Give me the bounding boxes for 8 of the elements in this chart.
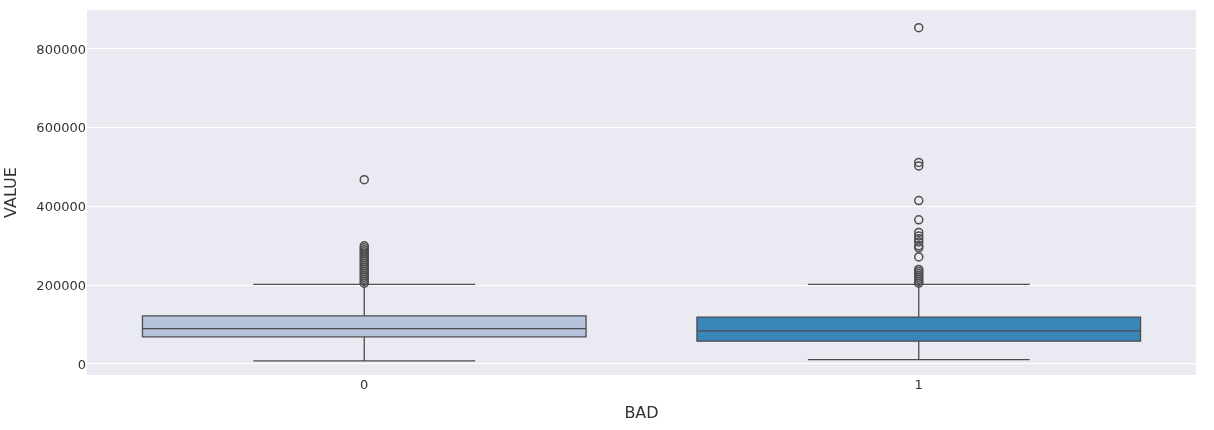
- x-tick-label: 1: [914, 377, 923, 392]
- y-tick-label: 600000: [36, 120, 86, 136]
- y-tick-label: 800000: [36, 41, 86, 57]
- y-axis-title: VALUE: [1, 167, 21, 218]
- y-tick-label: 0: [77, 356, 86, 372]
- y-tick-label: 200000: [36, 277, 86, 293]
- y-tick-label: 400000: [36, 199, 86, 215]
- x-axis-title: BAD: [624, 402, 659, 422]
